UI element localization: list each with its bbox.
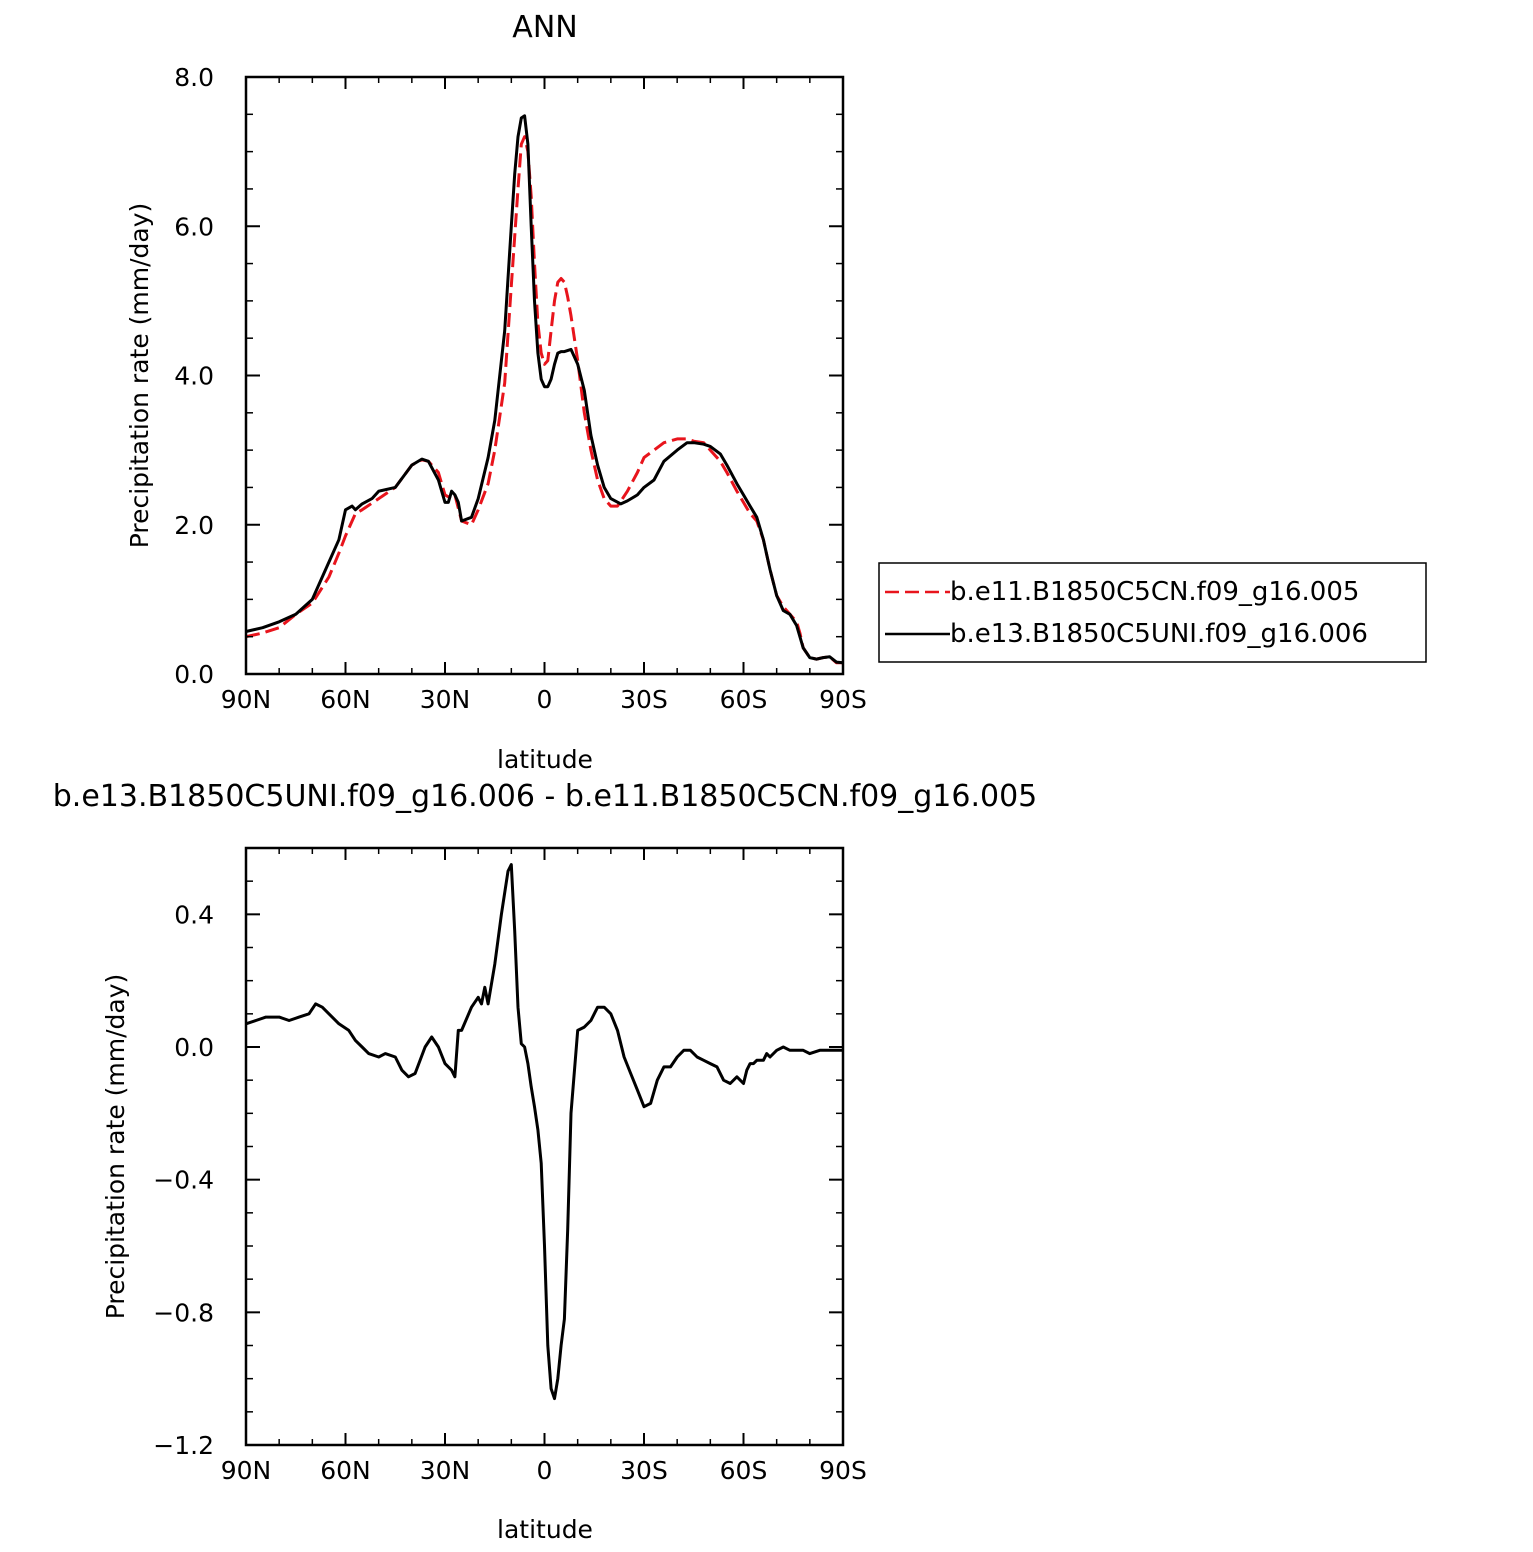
top-plot-x-tick-label: 30S (620, 685, 668, 714)
top-plot-y-tick-label: 0.0 (174, 660, 214, 689)
bottom-plot-panel: b.e13.B1850C5UNI.f09_g16.006 - b.e11.B18… (53, 779, 1038, 1544)
legend-label-series-1: b.e11.B1850C5CN.f09_g16.005 (950, 577, 1359, 607)
bottom-plot-y-axis-label: Precipitation rate (mm/day) (101, 974, 130, 1320)
bottom-plot-y-tick-label: 0.0 (174, 1033, 214, 1062)
bottom-plot-x-axis-label: latitude (497, 1515, 593, 1544)
top-plot-y-tick-label: 8.0 (174, 63, 214, 92)
top-plot-x-tick-label: 30N (420, 685, 471, 714)
bottom-plot-x-tick-label: 0 (537, 1456, 553, 1485)
top-plot-ticks: 90N 60N 30N 0 30S 60S 90S 0.0 2.0 4.0 6.0 8.0 (174, 63, 867, 714)
top-plot-title: ANN (512, 10, 577, 45)
bottom-plot-x-tick-label: 60S (720, 1456, 768, 1485)
top-plot-frame (244, 75, 845, 676)
bottom-plot-x-tick-label: 90S (819, 1456, 867, 1485)
top-plot-y-tick-label: 4.0 (174, 362, 214, 391)
top-plot-x-axis-label: latitude (497, 745, 593, 774)
bottom-plot-x-tick-label: 30S (620, 1456, 668, 1485)
top-plot-series-group (245, 114, 844, 665)
top-plot-y-axis-label: Precipitation rate (mm/day) (125, 203, 154, 549)
top-plot-y-tick-label: 2.0 (174, 511, 214, 540)
bottom-plot-ticks: 90N 60N 30N 0 30S 60S 90S −1.2 −0.8 −0.4 0.0 0.4 (153, 847, 867, 1485)
bottom-plot-frame (244, 846, 845, 1447)
top-plot-x-tick-label: 90S (819, 685, 867, 714)
bottom-plot-series-group (245, 863, 843, 1401)
top-plot-y-tick-label: 6.0 (174, 212, 214, 241)
bottom-plot-y-tick-label: −0.4 (153, 1166, 214, 1195)
top-plot-x-tick-label: 90N (221, 685, 272, 714)
bottom-plot-x-tick-label: 90N (221, 1456, 272, 1485)
bottom-plot-x-tick-label: 60N (320, 1456, 371, 1485)
top-plot-series-line-2 (245, 114, 844, 665)
bottom-plot-series-line-1 (245, 863, 843, 1401)
legend-label-series-2: b.e13.B1850C5UNI.f09_g16.006 (950, 619, 1368, 649)
top-plot-x-tick-label: 60S (720, 685, 768, 714)
top-plot-x-tick-label: 60N (320, 685, 371, 714)
bottom-plot-y-tick-label: −1.2 (153, 1431, 214, 1460)
legend: b.e11.B1850C5CN.f09_g16.005 b.e13.B1850C… (878, 562, 1427, 663)
top-plot-panel: ANN 90N 60N 30N 0 30S 60S 90S 0.0 2.0 4.0 6.0 8.0 l… (125, 10, 867, 774)
bottom-plot-x-tick-label: 30N (420, 1456, 471, 1485)
legend-box (878, 562, 1427, 663)
bottom-plot-y-tick-label: −0.8 (153, 1298, 214, 1327)
top-plot-x-tick-label: 0 (537, 685, 553, 714)
bottom-plot-title: b.e13.B1850C5UNI.f09_g16.006 - b.e11.B18… (53, 779, 1038, 814)
bottom-plot-y-tick-label: 0.4 (174, 900, 214, 929)
top-plot-series-line-1 (245, 135, 843, 665)
